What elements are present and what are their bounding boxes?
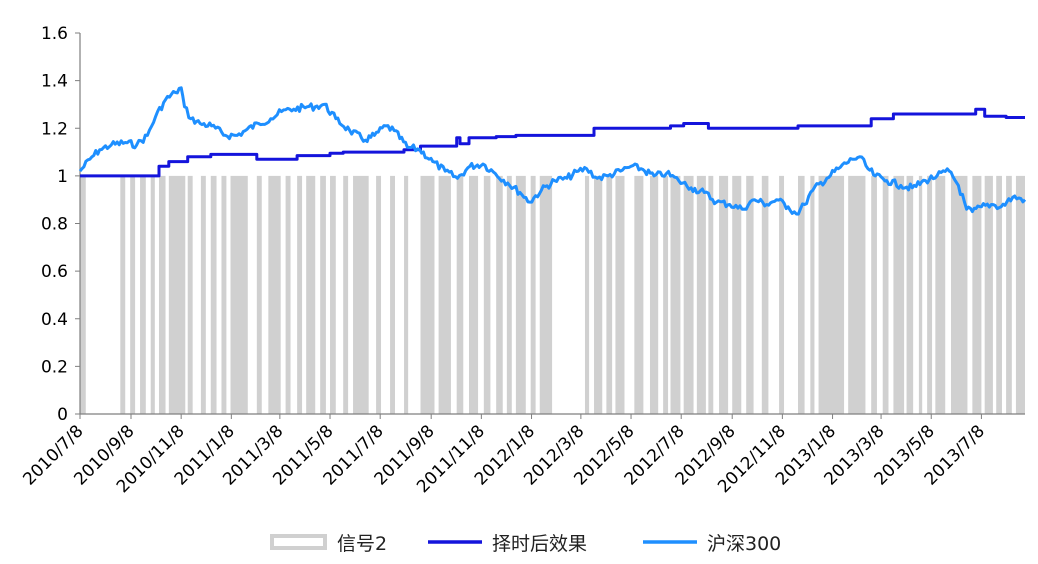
signal-bar-6 <box>168 175 186 415</box>
line-hs300 <box>78 86 1027 216</box>
signal-bar-40 <box>663 175 669 415</box>
signal-bar-33 <box>539 175 553 415</box>
y-tick-label-8: 1.6 <box>41 24 68 44</box>
signal-bar-14 <box>285 175 291 415</box>
signal-bar-12 <box>256 175 262 415</box>
signal-bar-52 <box>818 175 845 415</box>
signal-bar-19 <box>343 175 349 415</box>
signal-bar-64 <box>996 175 1002 415</box>
signal-bar-43 <box>696 175 706 415</box>
signal-bar-51 <box>810 175 815 415</box>
signal-bar-8 <box>200 175 206 415</box>
signal-bar-62 <box>972 175 982 415</box>
signal-bar-27 <box>469 175 479 415</box>
signal-bar-41 <box>670 175 681 415</box>
signal-bar-21 <box>376 175 382 415</box>
signal-bar-65 <box>1006 175 1012 415</box>
signal-bar-60 <box>935 175 946 415</box>
signal-bar-38 <box>634 175 644 415</box>
signal-bar-58 <box>918 175 923 415</box>
signal-bar-24 <box>420 175 435 415</box>
signal-bar-45 <box>719 175 729 415</box>
y-tick-label-3: 0.6 <box>41 262 68 282</box>
signal-bar-9 <box>210 175 217 415</box>
signal-bar-30 <box>506 175 512 415</box>
signal-bar-46 <box>732 175 742 415</box>
legend-swatch-signal <box>270 534 327 550</box>
y-tick-label-4: 0.8 <box>41 215 68 235</box>
signal-bar-2 <box>130 175 136 415</box>
signal-bar-22 <box>390 175 395 415</box>
legend-label-hs300: 沪深300 <box>707 533 781 555</box>
signal-bar-37 <box>615 175 625 415</box>
signal-bar-66 <box>1015 175 1025 415</box>
signal-bar-18 <box>330 175 336 415</box>
signal-bar-4 <box>150 175 155 415</box>
signal-bar-48 <box>761 175 769 415</box>
y-tick-label-1: 0.2 <box>41 357 68 377</box>
signal-bar-20 <box>353 175 369 415</box>
signal-bar-0 <box>80 175 86 415</box>
signal-bar-3 <box>140 175 146 415</box>
signal-bar-23 <box>404 175 409 415</box>
signal-bar-13 <box>268 175 281 415</box>
signal-bar-49 <box>779 175 785 415</box>
signal-bar-50 <box>798 175 805 415</box>
series-lines <box>78 86 1027 216</box>
signal-bar-31 <box>515 175 526 415</box>
signal-bar-63 <box>984 175 993 415</box>
line-timing-effect <box>80 107 1025 178</box>
signal-bar-47 <box>746 175 754 415</box>
signal-bar-59 <box>927 175 933 415</box>
signal-bar-34 <box>584 175 590 415</box>
signal-bar-42 <box>683 175 694 415</box>
signal-bar-26 <box>456 175 464 415</box>
signal-bar-10 <box>221 175 227 415</box>
signal-bar-57 <box>906 175 914 415</box>
signal-bar-1 <box>120 175 126 415</box>
signal-bar-53 <box>848 175 866 415</box>
y-tick-label-2: 0.4 <box>41 310 68 330</box>
signal-bar-61 <box>950 175 968 415</box>
signal-bar-39 <box>649 175 659 415</box>
signal-bar-28 <box>483 175 491 415</box>
legend-label-timing: 择时后效果 <box>492 533 587 555</box>
signal-bar-16 <box>306 175 316 415</box>
signal-bar-7 <box>187 175 193 415</box>
y-tick-label-0: 0 <box>57 405 68 425</box>
signal-bar-54 <box>871 175 877 415</box>
legend-label-signal: 信号2 <box>337 533 387 555</box>
y-tick-label-6: 1.2 <box>41 119 68 139</box>
legend: 信号2 择时后效果 沪深300 <box>270 533 781 555</box>
y-tick-label-5: 1 <box>57 167 68 187</box>
y-tick-label-7: 1.4 <box>41 72 68 92</box>
signal-bars <box>80 175 1025 415</box>
signal-bar-56 <box>893 175 905 415</box>
signal-bar-11 <box>230 175 248 415</box>
signal-bar-32 <box>530 175 536 415</box>
signal-bar-44 <box>708 175 714 415</box>
signal-bar-15 <box>297 175 303 415</box>
signal-bar-25 <box>438 175 451 415</box>
signal-bar-5 <box>158 175 166 415</box>
signal-bar-29 <box>496 175 503 415</box>
signal-bar-35 <box>594 175 603 415</box>
signal-bar-36 <box>606 175 613 415</box>
signal-bar-55 <box>882 175 889 415</box>
signal-bar-17 <box>320 175 326 415</box>
